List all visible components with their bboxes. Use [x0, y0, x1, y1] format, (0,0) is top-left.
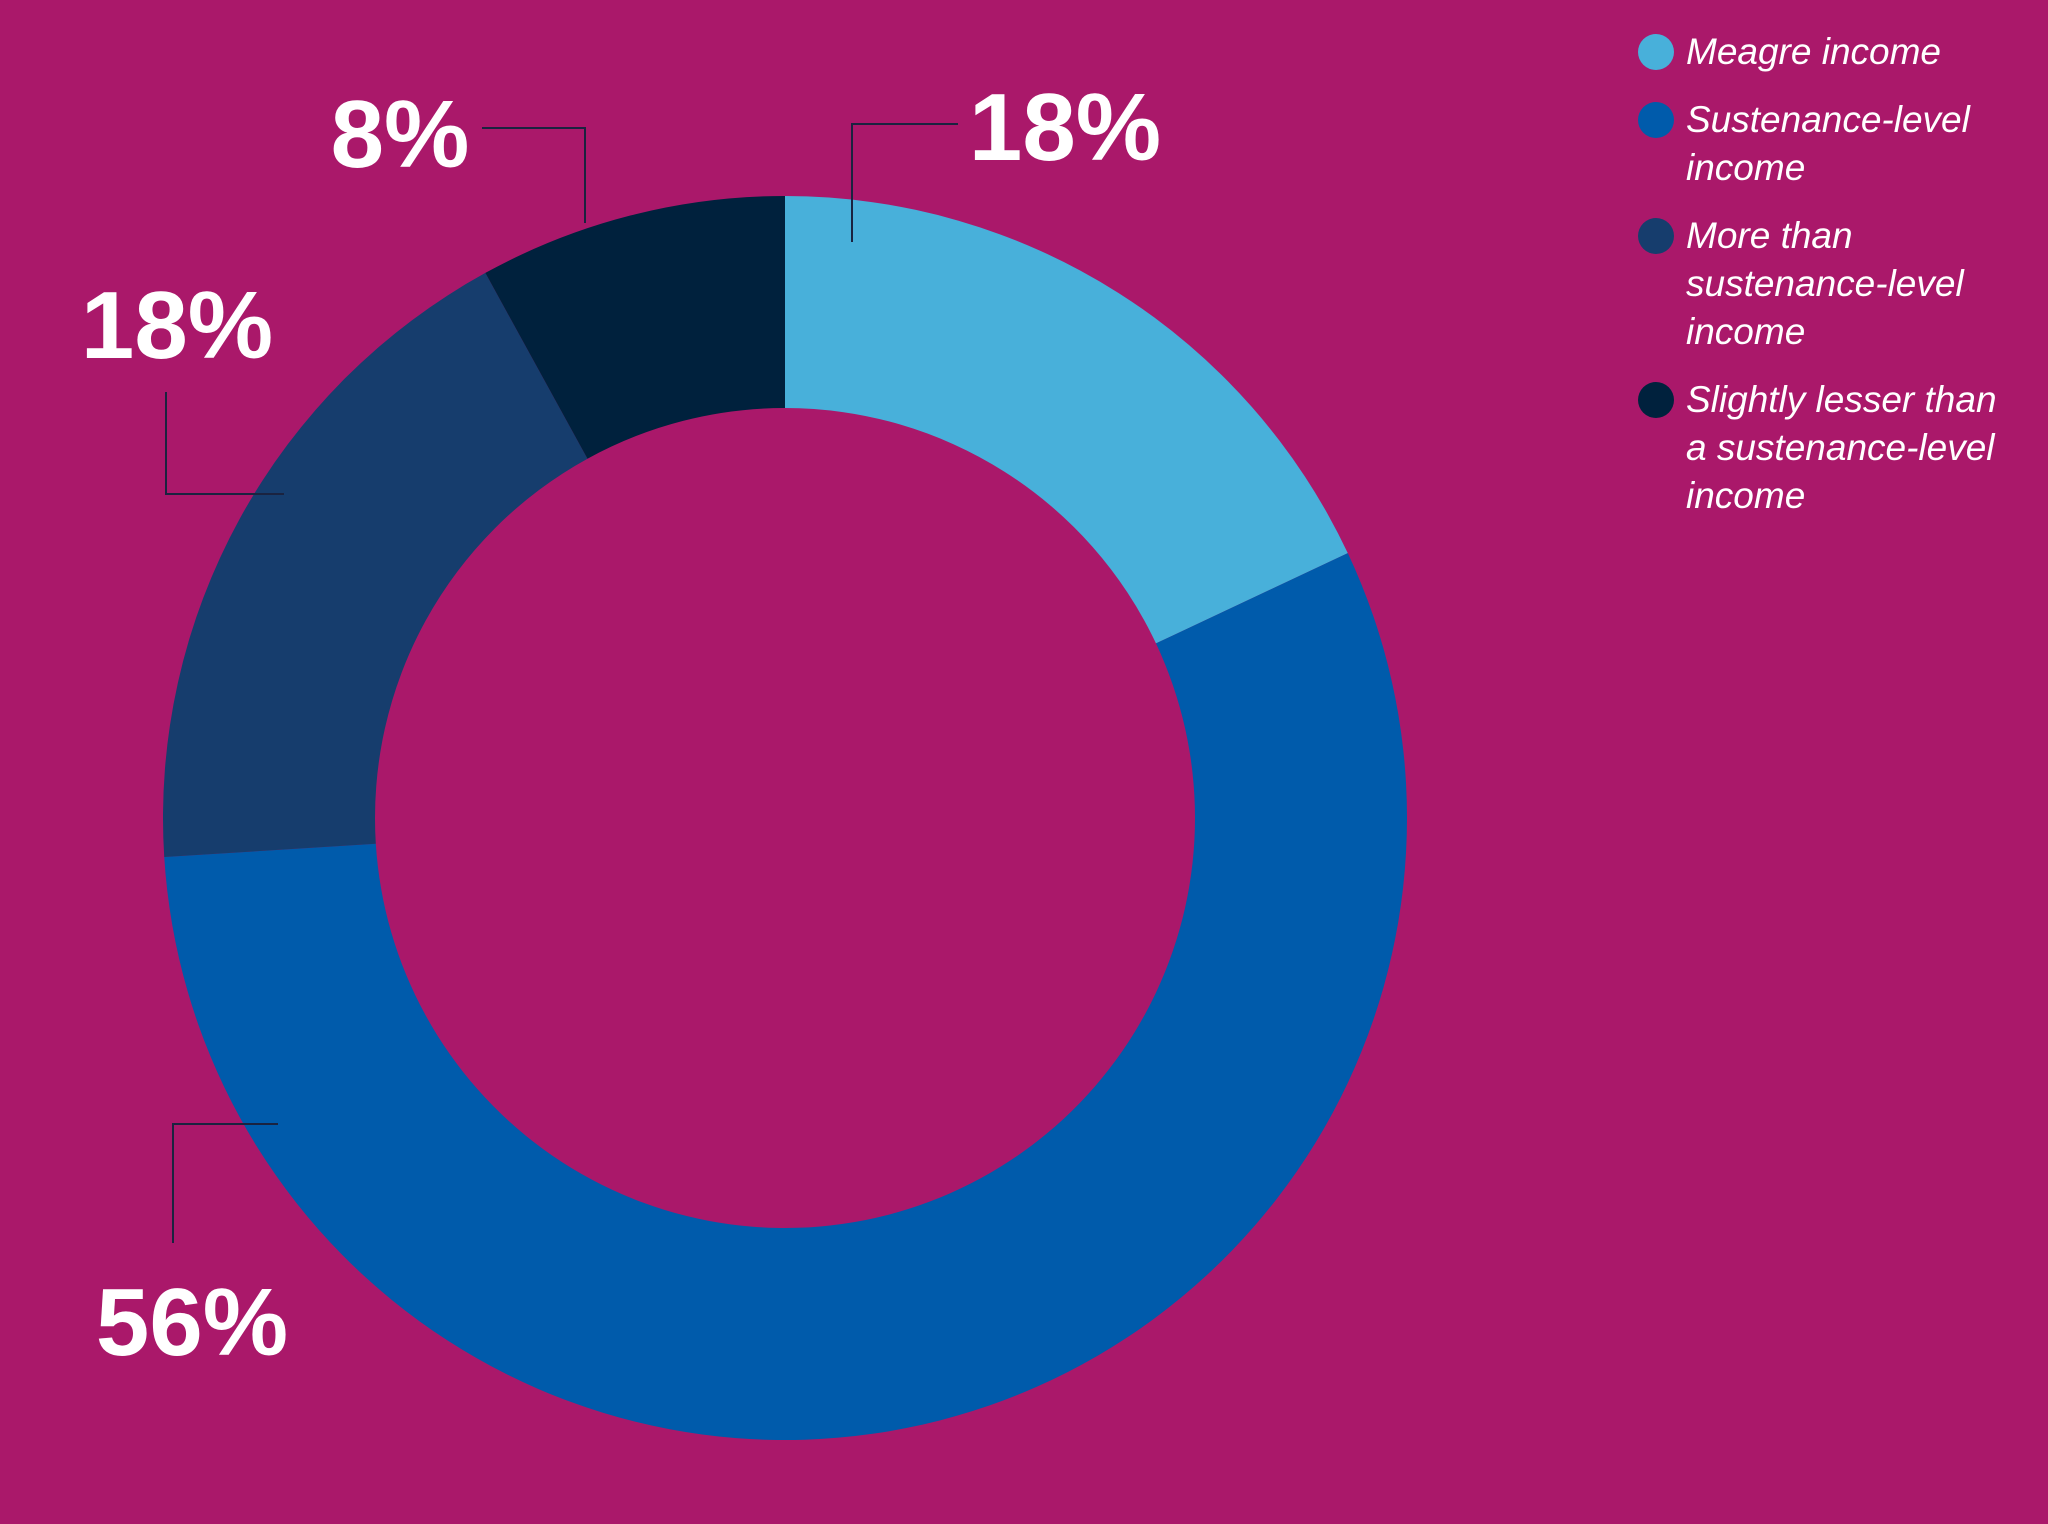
value-label-more-than-sustenance-level-income: 18% [81, 272, 273, 379]
legend-swatch-meagre-income [1638, 34, 1674, 70]
legend-swatch-slightly-lesser-than-sustenance-level-income [1638, 382, 1674, 418]
legend-item-meagre-income: Meagre income [1638, 28, 2038, 76]
legend-label-slightly-lesser-than-sustenance-level-income: Slightly lesser than a sustenance-level … [1686, 379, 1997, 516]
leader-line-sustenance-level-income [172, 1123, 278, 1243]
value-label-slightly-lesser-than-sustenance-level-income: 8% [331, 81, 470, 188]
legend-label-sustenance-level-income: Sustenance-level income [1686, 99, 1970, 188]
value-labels: 18% 56% 18% 8% [81, 74, 1161, 1376]
legend-swatch-more-than-sustenance-level-income [1638, 218, 1674, 254]
donut-slice-slightly-lesser-than-sustenance-level-income [485, 196, 785, 459]
value-label-meagre-income: 18% [969, 74, 1161, 181]
legend-label-more-than-sustenance-level-income: More than sustenance-level income [1686, 215, 1964, 352]
legend-item-slightly-lesser-than-sustenance-level-income: Slightly lesser than a sustenance-level … [1638, 376, 2038, 520]
legend-item-sustenance-level-income: Sustenance-level income [1638, 96, 2038, 192]
donut-slices [163, 196, 1407, 1441]
leader-line-meagre-income [851, 123, 958, 242]
donut-slice-more-than-sustenance-level-income [163, 272, 588, 858]
value-label-sustenance-level-income: 56% [96, 1269, 288, 1376]
legend: Meagre income Sustenance-level income Mo… [1638, 28, 2038, 540]
leader-line-more-than-sustenance-level-income [165, 392, 284, 495]
legend-item-more-than-sustenance-level-income: More than sustenance-level income [1638, 212, 2038, 356]
donut-slice-sustenance-level-income [164, 553, 1407, 1441]
legend-label-meagre-income: Meagre income [1686, 31, 1942, 72]
leader-line-slightly-lesser-than-sustenance-level-income [482, 127, 586, 223]
legend-swatch-sustenance-level-income [1638, 102, 1674, 138]
donut-slice-meagre-income [785, 196, 1348, 644]
leader-lines [165, 123, 958, 1243]
